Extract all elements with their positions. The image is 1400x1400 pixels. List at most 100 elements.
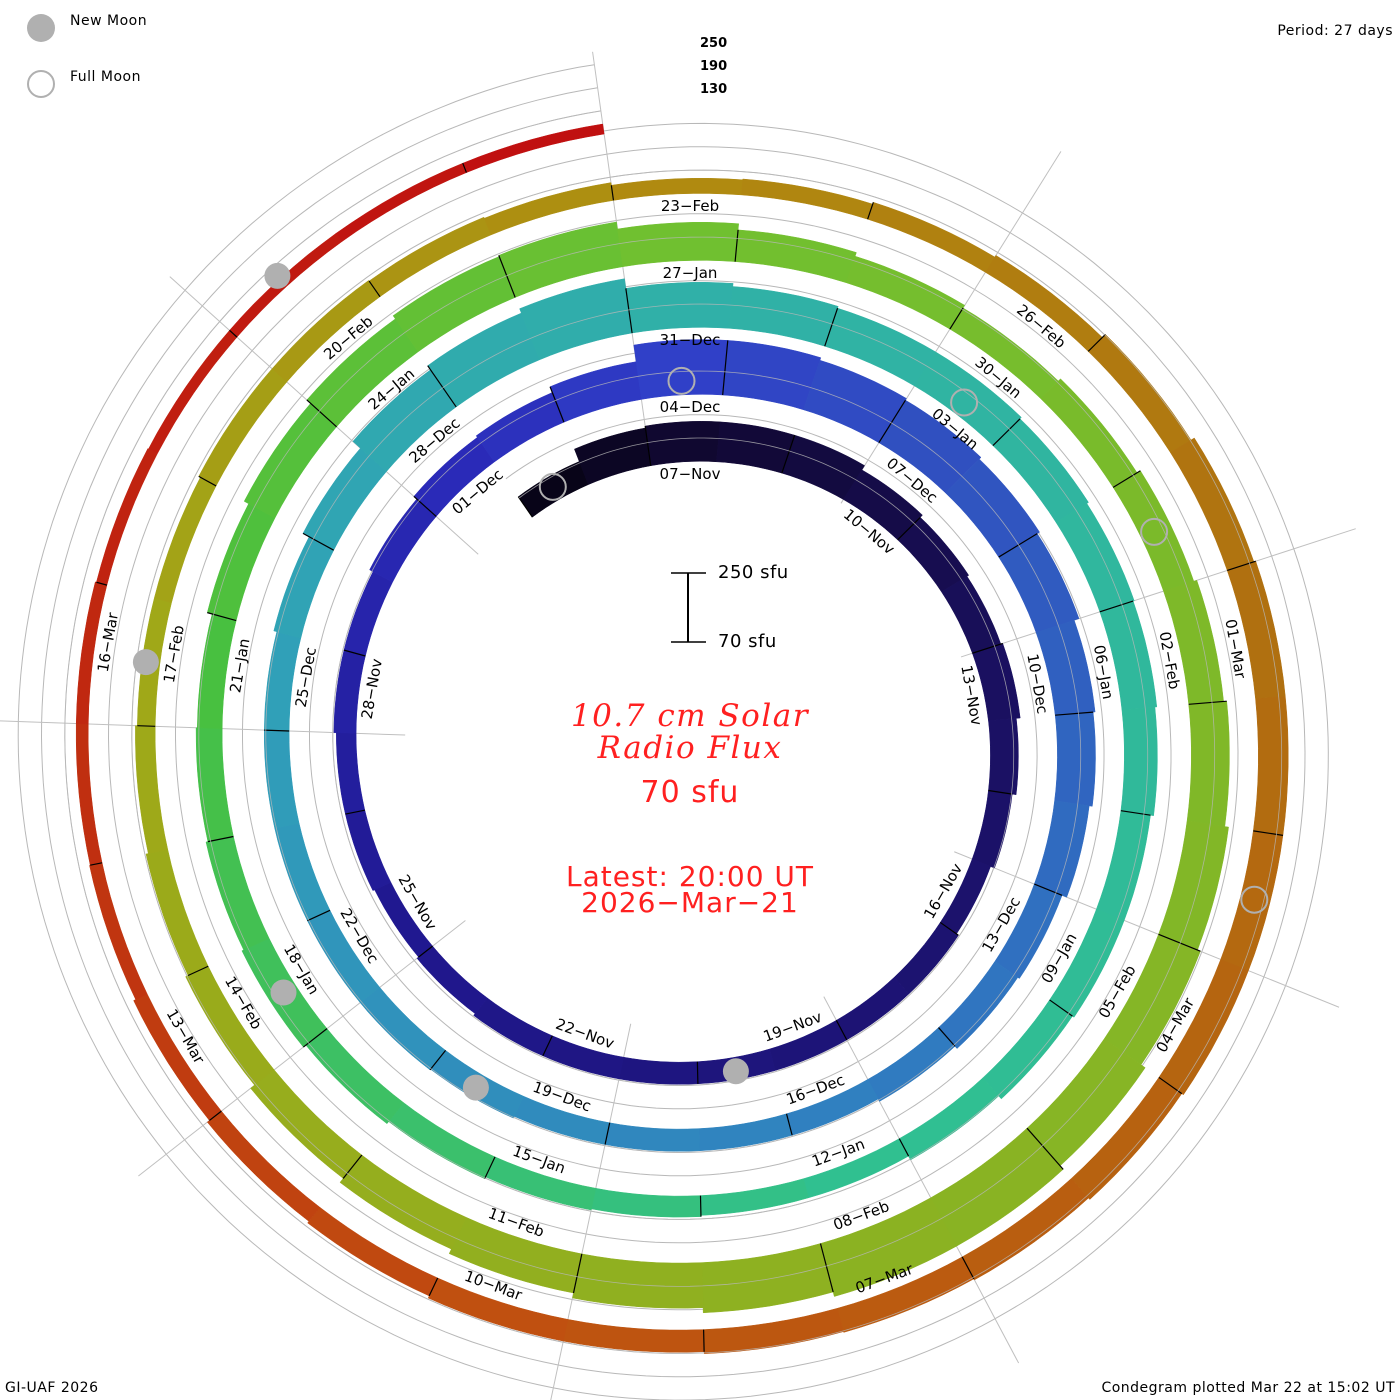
- flux-bar: [343, 571, 393, 657]
- bar-divider: [898, 1138, 910, 1157]
- flux-bar: [1158, 959, 1249, 1096]
- flux-bar: [703, 1307, 844, 1354]
- radial-grid-line: [138, 920, 466, 1177]
- flux-bar: [206, 503, 276, 621]
- bar-divider: [949, 307, 964, 330]
- new-moon-marker: [132, 649, 159, 676]
- flux-bar: [185, 965, 275, 1086]
- guide-spiral-190: [40, 87, 1306, 1378]
- date-label: 04−Dec: [660, 398, 721, 416]
- flux-bar: [897, 517, 970, 593]
- flux-bar: [416, 945, 488, 1014]
- bar-divider: [781, 434, 796, 474]
- bar-divider: [1026, 1127, 1064, 1170]
- flux-bar: [145, 849, 209, 976]
- full-moon-marker: [1140, 517, 1169, 546]
- bar-divider: [785, 1113, 793, 1136]
- radial-grid-line: [550, 1023, 632, 1400]
- new-moon-marker: [722, 1058, 749, 1085]
- latest-date: 2026−Mar−21: [581, 886, 799, 919]
- bar-divider: [549, 386, 565, 423]
- flux-bar: [75, 723, 103, 866]
- flux-bar: [388, 1102, 496, 1180]
- flux-bar: [867, 201, 996, 273]
- flux-bar: [988, 718, 1019, 795]
- flux-bar: [625, 282, 734, 334]
- date-label: 27−Jan: [663, 264, 718, 282]
- bar-divider: [1120, 810, 1151, 816]
- flux-bar: [972, 643, 1021, 721]
- flux-bar: [867, 1027, 956, 1102]
- flux-bar: [998, 533, 1080, 633]
- bar-divider: [1087, 334, 1106, 352]
- flux-bar: [820, 1197, 957, 1297]
- flux-bar: [273, 536, 335, 639]
- flux-bar: [563, 1319, 705, 1353]
- ref-level-190: 190: [700, 59, 728, 74]
- bar-divider: [992, 418, 1021, 447]
- radial-grid-line: [954, 851, 1340, 1008]
- flux-bar: [941, 575, 1002, 654]
- flux-bar: [1253, 696, 1289, 836]
- bar-divider: [307, 909, 331, 922]
- flux-bar: [836, 976, 910, 1041]
- bar-divider: [368, 280, 381, 298]
- flux-bar: [1099, 600, 1158, 710]
- full-moon-marker: [1240, 885, 1269, 914]
- bar-divider: [303, 1028, 328, 1048]
- flux-bar: [700, 1178, 809, 1216]
- flux-bar: [135, 725, 169, 854]
- bar-divider: [484, 1156, 496, 1179]
- bar-divider: [819, 1243, 834, 1293]
- bar-divider: [209, 1110, 222, 1121]
- flux-bar: [368, 216, 492, 298]
- full-moon-marker: [538, 472, 567, 501]
- bar-divider: [428, 1277, 439, 1297]
- flux-bar: [305, 1028, 405, 1125]
- flux-bar: [271, 280, 381, 383]
- bar-divider: [734, 229, 739, 262]
- bar-divider: [1158, 933, 1201, 952]
- bar-divider: [345, 809, 365, 815]
- bar-divider: [229, 329, 238, 338]
- flux-bar: [336, 732, 366, 815]
- flux-bar: [206, 1110, 321, 1222]
- bar-divider: [938, 1027, 956, 1047]
- flux-bar: [133, 993, 222, 1121]
- flux-bar: [1035, 619, 1096, 716]
- flux-bar: [741, 178, 874, 220]
- bar-divider: [961, 1256, 975, 1280]
- bar-divider: [1112, 470, 1141, 488]
- bar-divider: [1055, 711, 1094, 716]
- bar-divider: [644, 425, 652, 466]
- flux-bar: [617, 222, 739, 267]
- guide-spiral-overlay: [64, 110, 1283, 1354]
- flux-bar: [961, 1178, 1089, 1281]
- flux-bar: [878, 399, 982, 494]
- bar-divider: [306, 399, 337, 428]
- flux-bar: [517, 461, 589, 518]
- flux-bar: [728, 286, 839, 347]
- scale-bottom-label: 70 sfu: [718, 631, 777, 652]
- flux-bar: [843, 469, 923, 541]
- full-moon-marker: [950, 388, 979, 417]
- chart-title-line1: 10.7 cm Solar: [570, 698, 810, 734]
- flux-bar: [845, 255, 966, 330]
- bar-divider: [610, 185, 615, 201]
- bar-divider: [835, 1020, 848, 1041]
- date-label: 07−Nov: [660, 465, 721, 483]
- bar-divider: [187, 965, 209, 977]
- bar-divider: [498, 255, 516, 298]
- bar-divider: [1188, 700, 1227, 705]
- bar-divider: [302, 532, 334, 551]
- footer-credit: GI-UAF 2026: [5, 1380, 99, 1396]
- bar-divider: [572, 1253, 583, 1294]
- new-moon-marker: [462, 1074, 489, 1101]
- flux-bar: [473, 997, 553, 1057]
- flux-bar: [893, 922, 959, 995]
- new-moon-legend-label: New Moon: [70, 13, 148, 29]
- bar-divider: [1253, 830, 1284, 836]
- bar-divider: [988, 789, 1013, 795]
- current-flux-value: 70 sfu: [640, 775, 740, 810]
